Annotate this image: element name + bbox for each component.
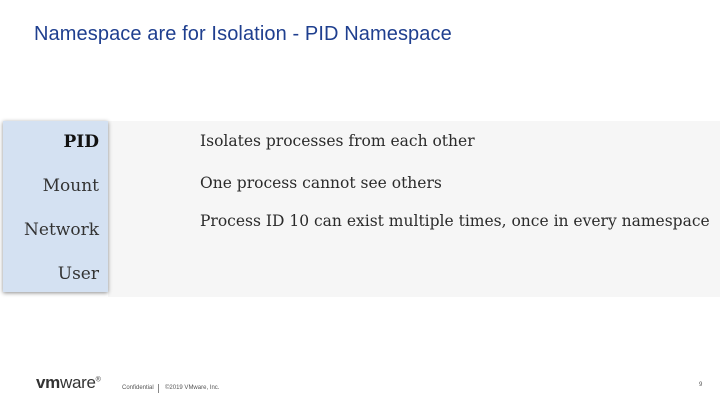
vmware-logo: vmware® xyxy=(36,373,101,393)
confidential-label: Confidential xyxy=(122,385,154,391)
namespace-item-mount: Mount xyxy=(42,176,99,196)
namespace-list: PID Mount Network User xyxy=(3,121,108,292)
description-line: One process cannot see others xyxy=(200,174,442,192)
content-panel xyxy=(108,121,720,297)
namespace-item-user: User xyxy=(57,264,99,284)
description-line: Process ID 10 can exist multiple times, … xyxy=(200,212,710,230)
description-line: Isolates processes from each other xyxy=(200,132,475,150)
slide-title: Namespace are for Isolation - PID Namesp… xyxy=(34,23,452,45)
copyright-label: ©2019 VMware, Inc. xyxy=(165,385,220,391)
logo-vm: vm xyxy=(36,373,60,392)
namespace-item-network: Network xyxy=(24,220,99,240)
logo-ware: ware xyxy=(59,373,96,392)
logo-registered-mark: ® xyxy=(95,376,101,384)
page-number: 9 xyxy=(699,382,703,388)
footer-divider xyxy=(158,384,159,393)
namespace-item-pid: PID xyxy=(63,132,99,152)
